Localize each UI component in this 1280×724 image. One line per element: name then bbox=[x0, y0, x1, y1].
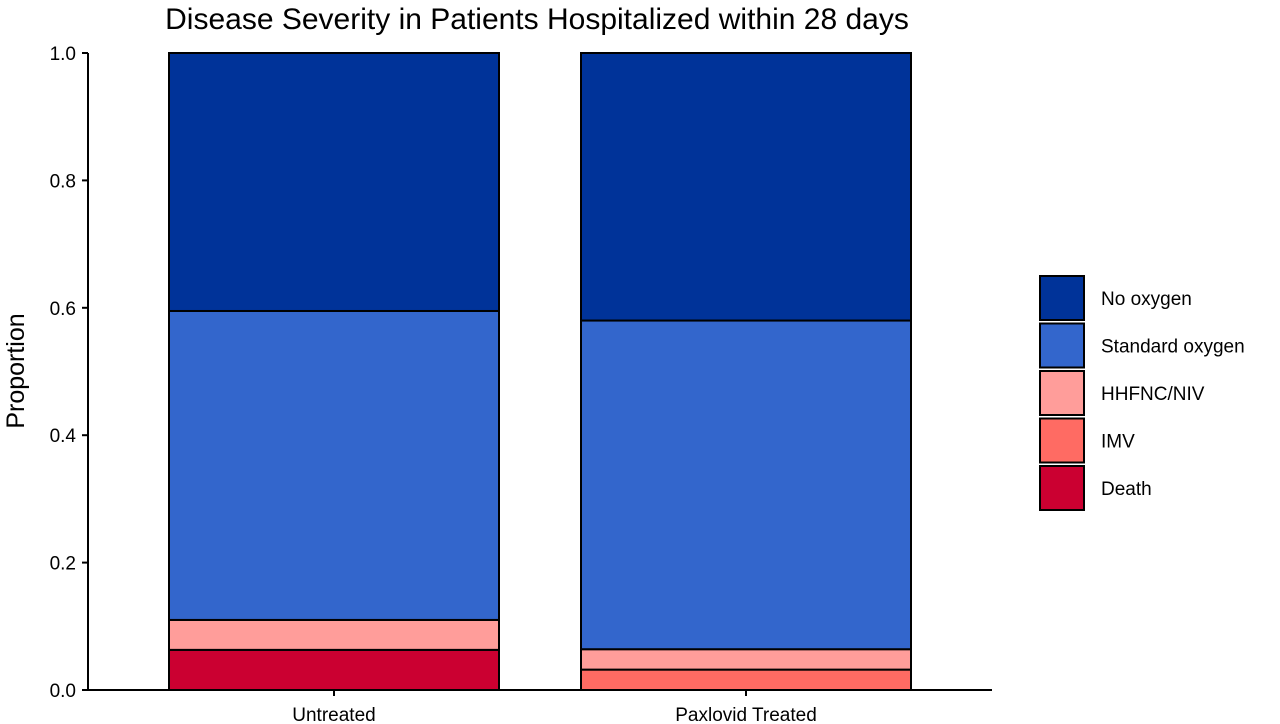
legend-label-hhfnc-niv: HHFNC/NIV bbox=[1101, 384, 1205, 405]
bar-untreated-hhfnc-niv bbox=[168, 618, 500, 651]
legend-key-standard-oxygen bbox=[1039, 322, 1085, 369]
legend-key-death bbox=[1039, 465, 1085, 511]
legend-key-imv bbox=[1039, 417, 1085, 464]
bar-paxlovid-treated-imv bbox=[580, 668, 912, 692]
legend-label-imv: IMV bbox=[1101, 432, 1135, 453]
y-tick-label: 0.8 bbox=[50, 171, 76, 192]
y-tick-label: 0.4 bbox=[50, 426, 77, 447]
bar-untreated-standard-oxygen bbox=[168, 309, 500, 621]
legend-key-no-oxygen bbox=[1039, 275, 1085, 321]
legend-label-death: Death bbox=[1101, 479, 1152, 500]
x-tick-label: Paxlovid Treated bbox=[675, 705, 817, 724]
bar-paxlovid-treated-standard-oxygen bbox=[580, 319, 912, 651]
y-axis-label: Proportion bbox=[2, 313, 30, 428]
axes-group: Untreated Paxlovid Treated 0.0 0.2 0.4 0.6 0.8… bbox=[50, 44, 992, 724]
x-tick-label: Untreated bbox=[292, 705, 375, 724]
y-tick-label: 0.2 bbox=[50, 554, 76, 575]
legend-label-standard-oxygen: Standard oxygen bbox=[1101, 337, 1245, 358]
bar-untreated-no-oxygen bbox=[168, 52, 500, 312]
bars-group bbox=[168, 52, 912, 692]
legend-key-hhfnc-niv bbox=[1039, 370, 1085, 416]
legend: No oxygen Standard oxygen HHFNC/NIV IMV Deat… bbox=[1039, 275, 1245, 511]
y-tick-label: 0.0 bbox=[50, 681, 76, 702]
chart-title: Disease Severity in Patients Hospitalize… bbox=[165, 3, 909, 36]
bar-paxlovid-treated-no-oxygen bbox=[580, 52, 912, 322]
y-tick-label: 0.6 bbox=[50, 299, 76, 320]
y-tick-label: 1.0 bbox=[50, 44, 76, 65]
bar-paxlovid-treated-hhfnc-niv bbox=[580, 648, 912, 671]
legend-label-no-oxygen: No oxygen bbox=[1101, 289, 1192, 310]
bar-untreated-death bbox=[168, 648, 500, 692]
